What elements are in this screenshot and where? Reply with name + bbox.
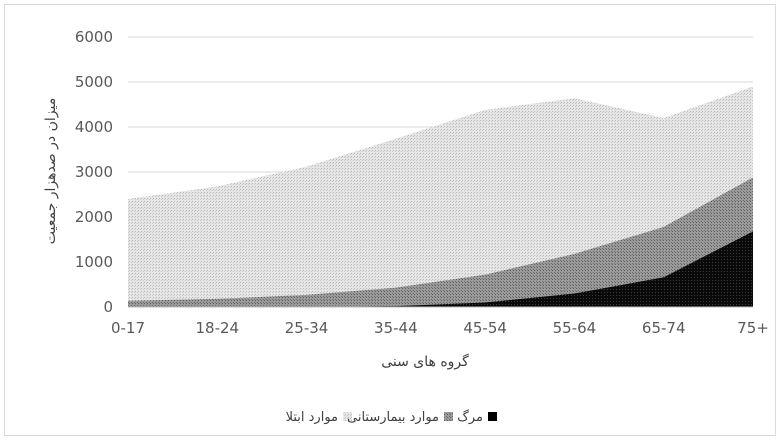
y-tick-label: 1000: [75, 253, 113, 271]
y-tick-label: 4000: [75, 118, 113, 136]
x-tick-label: 75+: [737, 319, 769, 337]
y-tick-label: 6000: [75, 28, 113, 46]
x-tick-label: 25-34: [285, 319, 329, 337]
x-tick-label: 45-54: [463, 319, 507, 337]
x-tick-label: 0-17: [111, 319, 145, 337]
legend-swatch-hospital: [444, 412, 453, 421]
x-tick-labels: 0-17 18-24 25-34 35-44 45-54 55-64 65-74 75+: [111, 319, 769, 337]
area-deaths: [128, 231, 753, 307]
legend-label-death: مرگ: [457, 408, 483, 425]
x-axis-label: گروه های سنی: [381, 353, 469, 370]
y-axis-label: میزان در صدهزار جمعیت: [43, 98, 59, 244]
area-hospital-cases: [128, 177, 753, 307]
y-tick-labels: 0 1000 2000 3000 4000 5000 6000: [75, 28, 113, 316]
x-tick-label: 65-74: [642, 319, 686, 337]
x-tick-label: 35-44: [374, 319, 418, 337]
y-tick-label: 0: [103, 298, 113, 316]
legend: موارد ابتلا موارد بیمارستانی مرگ: [286, 408, 497, 425]
y-tick-label: 3000: [75, 163, 113, 181]
y-tick-label: 2000: [75, 208, 113, 226]
x-tick-label: 55-64: [553, 319, 597, 337]
x-tick-label: 18-24: [195, 319, 239, 337]
legend-swatch-infection: [343, 412, 352, 421]
y-tick-label: 5000: [75, 73, 113, 91]
legend-swatch-death: [488, 412, 497, 421]
legend-label-hospital: موارد بیمارستانی: [347, 410, 439, 425]
legend-label-infection: موارد ابتلا: [286, 410, 338, 425]
series-areas: [128, 86, 753, 308]
